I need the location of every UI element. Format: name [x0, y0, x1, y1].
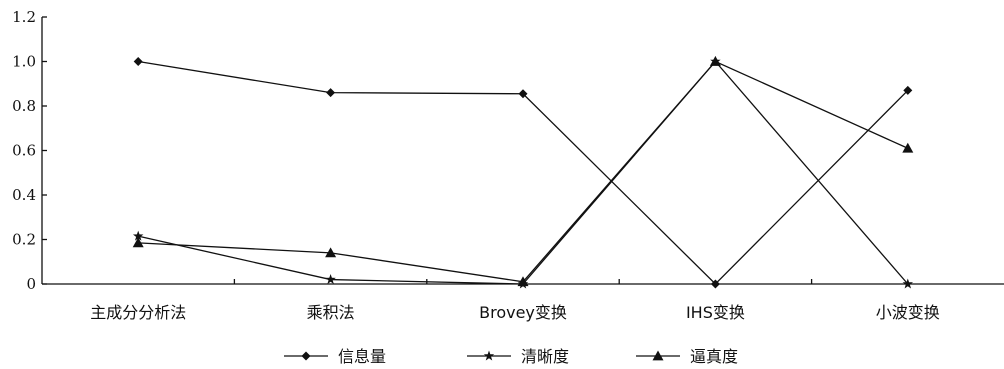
x-tick-label: IHS变换	[686, 303, 745, 322]
y-tick-label: 0.6	[12, 142, 36, 160]
y-tick-label: 1.0	[12, 53, 36, 71]
legend-label: 清晰度	[521, 347, 569, 366]
y-tick-label: 0.4	[12, 186, 36, 204]
x-axis-ticks: 主成分分析法 乘积法 Brovey变换 IHS变换 小波变换	[90, 279, 940, 322]
data-point	[902, 278, 914, 289]
x-tick-label: Brovey变换	[479, 303, 567, 322]
series-1	[133, 57, 913, 289]
y-tick-label: 0	[26, 275, 36, 293]
data-point	[326, 88, 336, 98]
data-point	[710, 279, 720, 289]
data-point	[325, 274, 336, 284]
legend-item: 逼真度	[636, 347, 738, 366]
legend-label: 信息量	[338, 347, 386, 366]
data-point	[133, 57, 143, 66]
data-point	[483, 350, 495, 361]
data-point	[517, 276, 529, 287]
data-point	[518, 89, 528, 99]
data-point	[132, 230, 144, 241]
y-tick-label: 1.2	[12, 8, 36, 26]
data-point	[325, 247, 337, 258]
legend: 信息量 清晰度 逼真度	[284, 347, 738, 366]
axes	[41, 17, 1004, 285]
series-layer	[132, 56, 914, 289]
y-tick-label: 0.8	[12, 97, 36, 115]
legend-item: 信息量	[284, 347, 386, 366]
x-tick-label: 小波变换	[876, 303, 940, 322]
series-3	[132, 56, 914, 287]
x-tick-label: 乘积法	[307, 303, 355, 322]
data-point	[652, 350, 664, 361]
data-point	[709, 56, 721, 66]
legend-label: 逼真度	[690, 347, 738, 366]
data-point	[132, 237, 144, 248]
data-point	[301, 351, 311, 361]
data-point	[903, 85, 913, 95]
legend-item: 清晰度	[467, 347, 569, 366]
y-axis-ticks: 0 0.2 0.4 0.6 0.8 1.0 1.2	[12, 8, 47, 293]
x-tick-label: 主成分分析法	[90, 303, 186, 322]
data-point	[902, 142, 914, 153]
y-tick-label: 0.2	[12, 231, 36, 249]
